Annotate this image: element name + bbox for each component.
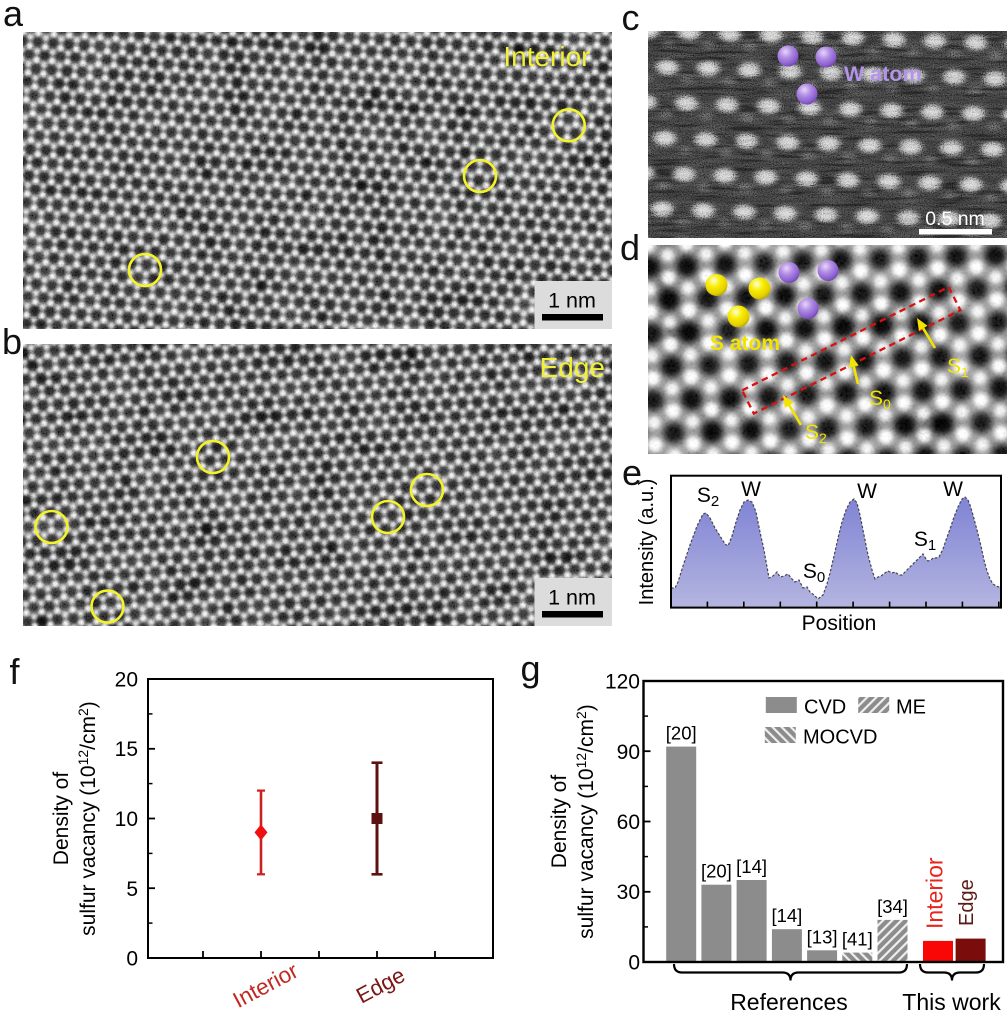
svg-text:30: 30: [617, 881, 640, 904]
svg-text:90: 90: [617, 741, 640, 764]
svg-text:[13]: [13]: [807, 926, 838, 947]
svg-text:[41]: [41]: [842, 929, 873, 950]
svg-text:MOCVD: MOCVD: [803, 727, 877, 749]
svg-text:15: 15: [115, 738, 138, 761]
svg-text:W: W: [857, 480, 877, 503]
svg-text:S2: S2: [697, 484, 719, 510]
svg-text:0.5 nm: 0.5 nm: [925, 208, 985, 230]
svg-text:20: 20: [115, 669, 138, 692]
svg-text:Density of: Density of: [548, 775, 571, 869]
svg-text:S1: S1: [914, 528, 936, 554]
svg-text:This work: This work: [902, 989, 1001, 1015]
svg-text:[20]: [20]: [666, 723, 697, 744]
svg-text:5: 5: [126, 878, 138, 901]
svg-text:10: 10: [115, 808, 138, 831]
svg-text:sulfur vacancy (1012/cm2): sulfur vacancy (1012/cm2): [75, 701, 100, 936]
svg-text:[14]: [14]: [736, 856, 767, 877]
svg-text:W: W: [741, 478, 761, 501]
svg-text:S atom: S atom: [710, 332, 780, 355]
svg-text:[34]: [34]: [877, 896, 908, 917]
svg-text:[20]: [20]: [701, 861, 732, 882]
svg-text:Edge: Edge: [540, 352, 605, 383]
svg-text:W atom: W atom: [844, 62, 922, 86]
svg-text:Position: Position: [802, 612, 877, 635]
svg-text:Intensity (a.u.): Intensity (a.u.): [636, 479, 658, 606]
svg-text:W: W: [943, 478, 963, 501]
svg-text:1 nm: 1 nm: [548, 586, 596, 610]
svg-text:0: 0: [628, 952, 640, 975]
svg-text:120: 120: [605, 671, 640, 694]
svg-text:References: References: [730, 989, 848, 1015]
svg-text:sulfur vacancy (1012/cm2): sulfur vacancy (1012/cm2): [573, 704, 598, 939]
svg-text:Interior: Interior: [229, 958, 303, 1013]
svg-text:Interior: Interior: [922, 857, 948, 929]
svg-text:Density of: Density of: [50, 772, 73, 866]
svg-text:[14]: [14]: [771, 905, 802, 926]
svg-text:60: 60: [617, 811, 640, 834]
svg-text:S0: S0: [803, 560, 825, 586]
svg-text:Edge: Edge: [956, 879, 978, 926]
svg-text:0: 0: [126, 948, 138, 971]
svg-text:Interior: Interior: [503, 41, 590, 72]
svg-text:CVD: CVD: [804, 697, 846, 719]
svg-text:Edge: Edge: [352, 962, 409, 1008]
svg-text:1 nm: 1 nm: [548, 289, 596, 313]
svg-text:ME: ME: [896, 697, 926, 719]
